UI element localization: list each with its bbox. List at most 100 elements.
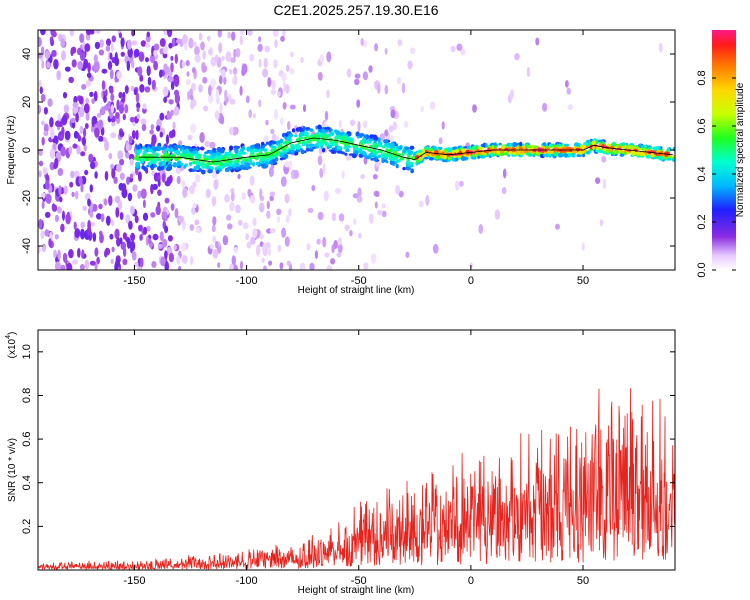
spectrogram-cell	[324, 252, 330, 258]
spectrogram-cell	[288, 208, 292, 217]
spectrogram-cell	[415, 159, 420, 163]
spectrogram-cell	[563, 143, 570, 147]
spectrogram-cell	[142, 199, 146, 209]
spectrogram-cell	[230, 169, 234, 173]
spectrogram-cell	[300, 56, 304, 64]
spectrogram-cell	[267, 248, 271, 256]
spectrogram-cell	[120, 51, 126, 57]
spectrogram-cell	[141, 123, 147, 132]
spectrogram-cell	[191, 207, 196, 215]
spectrogram-cell	[374, 43, 379, 52]
spectrogram-cell	[237, 173, 241, 180]
spectrogram-cell	[211, 196, 217, 207]
spectrogram-cell	[167, 164, 173, 168]
spectrogram-cell	[305, 126, 311, 130]
colorbar-tick-label: 0.4	[696, 166, 708, 181]
spectrogram-cell	[181, 180, 186, 189]
spectrogram-cell	[111, 35, 117, 43]
spectrogram-cell	[241, 63, 248, 75]
spectrogram-cell	[375, 190, 380, 198]
spectrogram-cell	[147, 76, 152, 86]
spectrogram-cell	[316, 138, 321, 143]
spectrogram-cell	[159, 38, 166, 47]
spectrogram-cell	[284, 140, 290, 145]
spectrogram-cell	[73, 221, 77, 230]
spectrogram-cell	[162, 45, 168, 55]
spectrogram-cell	[277, 244, 282, 253]
spectrogram-cell	[63, 185, 68, 195]
spectrogram-cell	[132, 184, 138, 192]
spectrogram-ytick-label: 40	[21, 48, 33, 60]
spectrogram-cell	[137, 66, 143, 77]
spectrogram-cell	[144, 86, 151, 93]
spectrogram-cell	[140, 118, 147, 125]
snr-ytick-label: 0.6	[21, 431, 33, 446]
spectrogram-cell	[369, 134, 374, 139]
spectrogram-cell	[198, 154, 201, 160]
spectrogram-cell	[147, 238, 152, 245]
spectrogram-cell	[100, 213, 105, 223]
spectrogram-cell	[44, 179, 50, 190]
spectrogram-cell	[371, 154, 377, 158]
spectrogram-cell	[229, 98, 236, 105]
spectrogram-cell	[258, 202, 265, 213]
spectrogram-cell	[423, 156, 429, 160]
spectrogram-cell	[241, 151, 247, 155]
spectrogram-cell	[158, 162, 163, 167]
spectrogram-cell	[359, 144, 363, 149]
spectrogram-cell	[190, 255, 194, 266]
spectrogram-cell	[178, 265, 182, 270]
spectrogram-cell	[567, 153, 573, 156]
spectrogram-cell	[214, 54, 219, 63]
spectrogram-cell	[38, 36, 42, 47]
spectrogram-cell	[145, 42, 151, 48]
spectrogram-cell	[126, 176, 130, 185]
spectrogram-cell	[269, 191, 276, 197]
spectrogram-cell	[145, 57, 149, 63]
spectrogram-cell	[153, 49, 158, 57]
spectrogram-cell	[514, 53, 520, 61]
spectrogram-cell	[372, 151, 377, 155]
spectrogram-cell	[114, 195, 121, 204]
spectrogram-cell	[84, 43, 91, 52]
spectrogram-cell	[404, 146, 409, 150]
spectrogram-cell	[146, 31, 151, 38]
spectrogram-cell	[157, 145, 161, 149]
spectrogram-cell	[183, 164, 187, 169]
spectrogram-cell	[134, 48, 140, 58]
spectrogram-cell	[94, 41, 100, 50]
spectrogram-xtick-label: 50	[577, 275, 589, 287]
spectrogram-cell	[126, 39, 132, 50]
spectrogram-cell	[326, 126, 331, 131]
spectrogram-cell	[201, 65, 207, 73]
spectrogram-cell	[519, 141, 523, 147]
spectrogram-cell	[60, 223, 65, 233]
spectrogram-cell	[111, 246, 115, 253]
spectrogram-cell	[302, 125, 306, 131]
spectrogram-cell	[151, 134, 157, 145]
spectrogram-cell	[146, 225, 151, 232]
spectrogram-cell	[196, 161, 201, 165]
spectrogram-cell	[126, 238, 132, 249]
spectrogram-cell	[267, 77, 272, 88]
spectrogram-cell	[491, 150, 497, 153]
spectrogram-cell	[602, 148, 607, 152]
spectrogram-cell	[218, 42, 223, 54]
spectrogram-cell	[230, 57, 236, 63]
spectrogram-cell	[149, 165, 155, 169]
spectrogram-cell	[122, 258, 128, 266]
spectrogram-cell	[136, 106, 140, 113]
spectrogram-cell	[49, 148, 56, 159]
spectrogram-cell	[317, 155, 323, 166]
spectrogram-cell	[317, 124, 322, 130]
spectrogram-cell	[658, 156, 664, 160]
spectrogram-cell	[156, 125, 161, 132]
spectrogram-cell	[201, 169, 206, 175]
spectrogram-xtick-label: -150	[123, 275, 145, 287]
spectrogram-cell	[178, 140, 183, 146]
spectrogram-cell	[96, 213, 102, 220]
spectrogram-cell	[262, 68, 268, 78]
spectrogram-cell	[459, 180, 464, 187]
spectrogram-cell	[558, 143, 562, 147]
spectrogram-cell	[116, 237, 121, 247]
